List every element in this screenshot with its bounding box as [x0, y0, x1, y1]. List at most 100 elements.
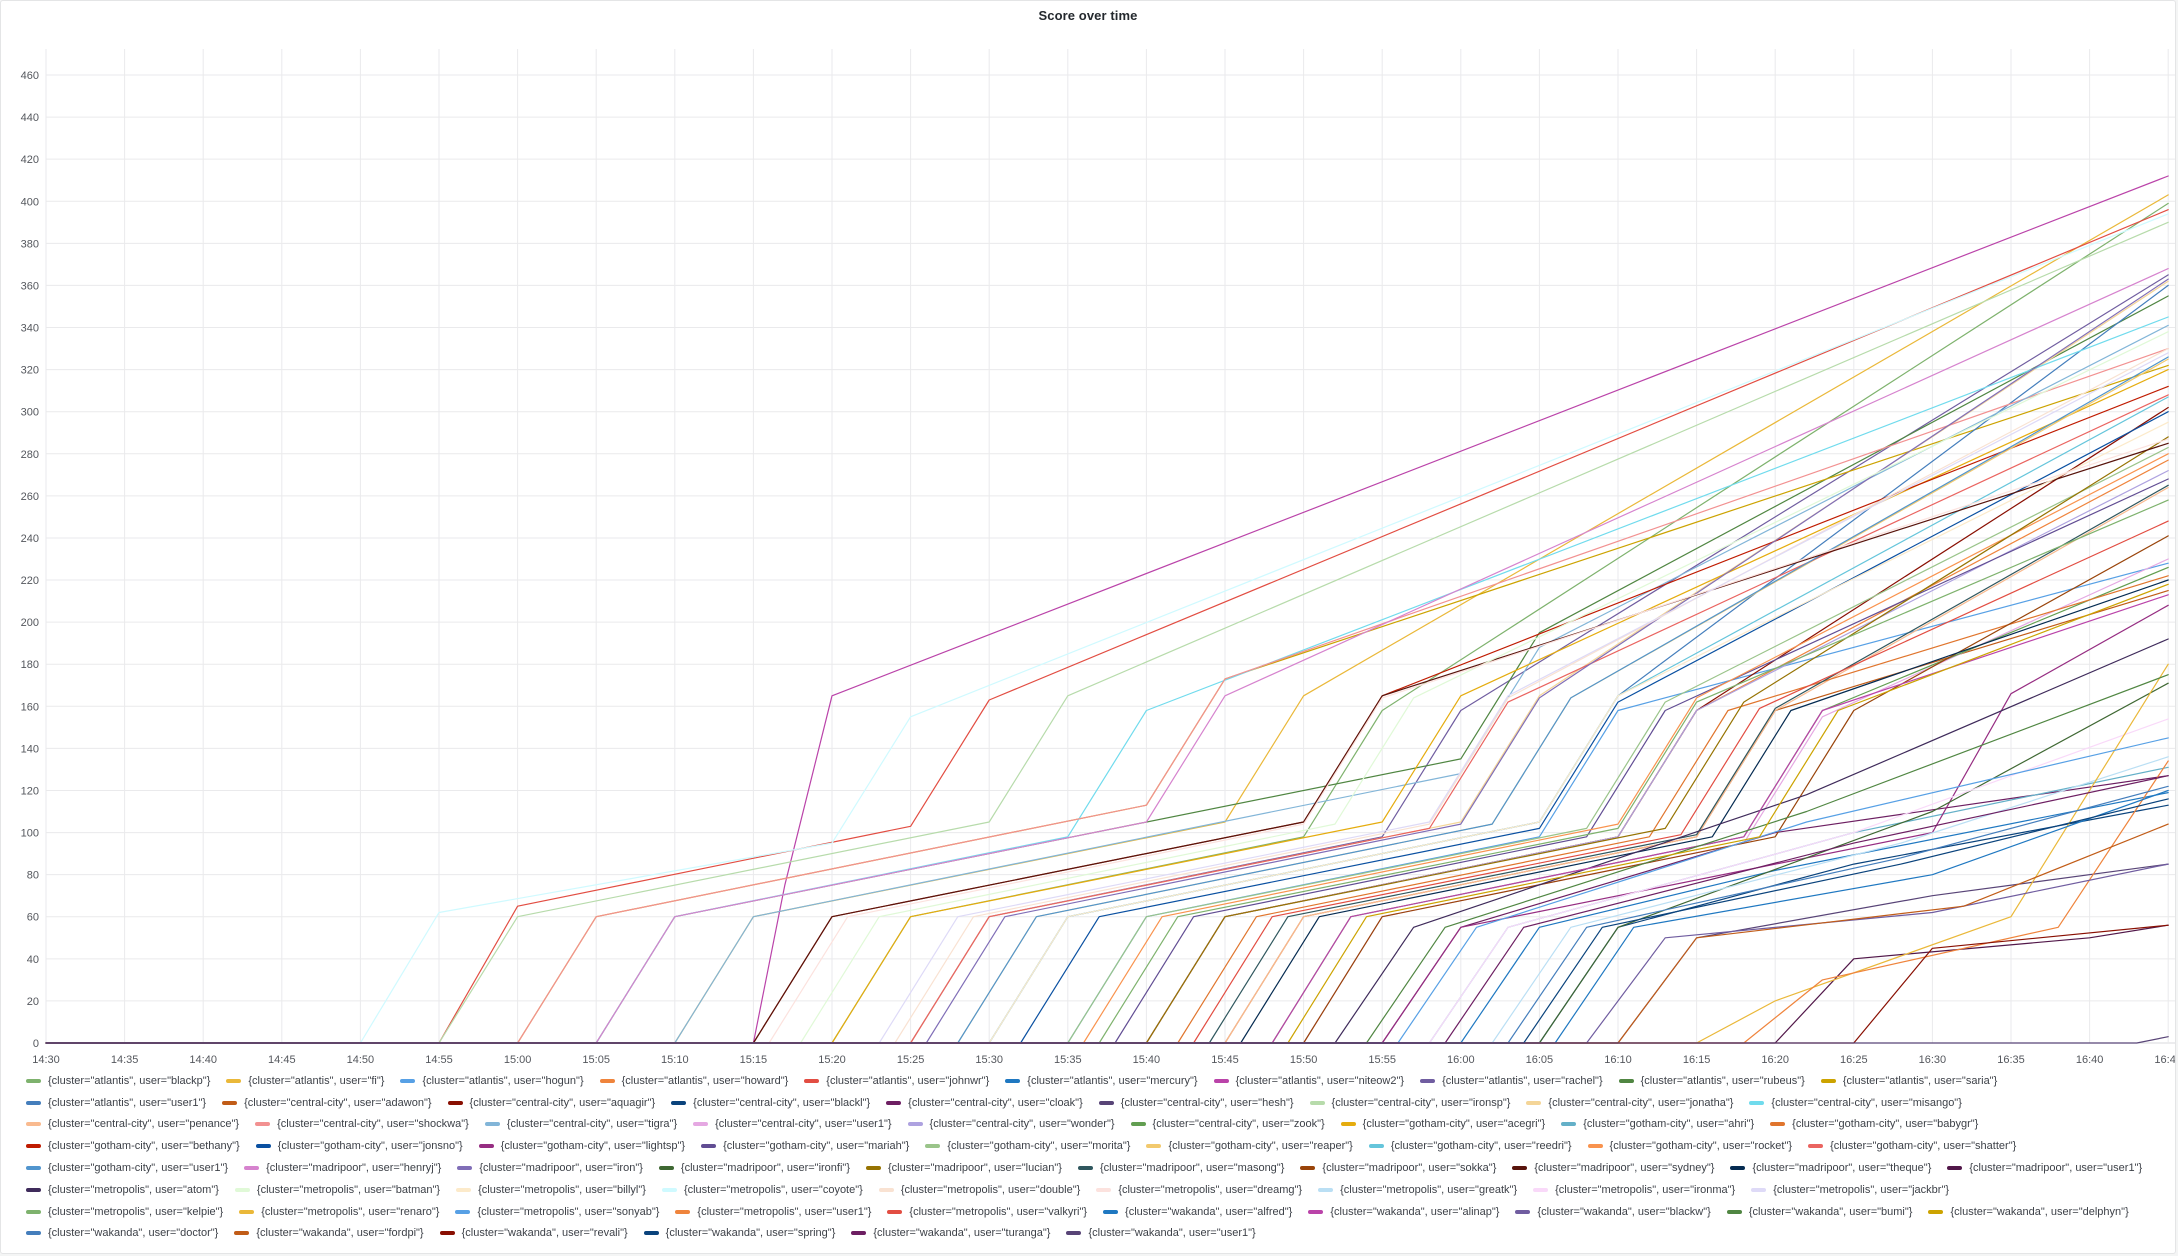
legend-swatch-icon: [804, 1078, 820, 1083]
legend-item-madripoor-henryj[interactable]: {cluster="madripoor", user="henryj"}: [244, 1157, 441, 1179]
legend-item-wakanda-user1[interactable]: {cluster="wakanda", user="user1"}: [1066, 1223, 1256, 1245]
legend-item-wakanda-doctor[interactable]: {cluster="wakanda", user="doctor"}: [26, 1223, 218, 1245]
legend-item-gotham-city-morita[interactable]: {cluster="gotham-city", user="morita"}: [925, 1135, 1130, 1157]
legend-label: {cluster="central-city", user="penance"}: [48, 1118, 240, 1131]
legend-item-madripoor-masong[interactable]: {cluster="madripoor", user="masong"}: [1078, 1157, 1284, 1179]
legend-item-central-city-cloak[interactable]: {cluster="central-city", user="cloak"}: [886, 1092, 1083, 1114]
legend-item-atlantis-mercury[interactable]: {cluster="atlantis", user="mercury"}: [1005, 1070, 1198, 1092]
series-line-gotham-city-morita: [45, 446, 2169, 1044]
legend-item-metropolis-double[interactable]: {cluster="metropolis", user="double"}: [878, 1179, 1080, 1201]
legend-item-gotham-city-lightsp[interactable]: {cluster="gotham-city", user="lightsp"}: [478, 1135, 685, 1157]
x-tick-label: 15:25: [897, 1054, 925, 1066]
legend-item-central-city-zook[interactable]: {cluster="central-city", user="zook"}: [1130, 1114, 1325, 1136]
legend-label: {cluster="central-city", user="aquagir"}: [469, 1096, 656, 1109]
legend-label: {cluster="central-city", user="hesh"}: [1120, 1096, 1294, 1109]
x-tick-label: 15:00: [504, 1054, 532, 1066]
legend-swatch-icon: [1308, 1209, 1324, 1214]
legend-swatch-icon: [851, 1231, 867, 1236]
legend-item-madripoor-sydney[interactable]: {cluster="madripoor", user="sydney"}: [1512, 1157, 1714, 1179]
legend-item-atlantis-user1[interactable]: {cluster="atlantis", user="user1"}: [26, 1092, 206, 1114]
legend-item-madripoor-sokka[interactable]: {cluster="madripoor", user="sokka"}: [1300, 1157, 1496, 1179]
legend-item-madripoor-lucian[interactable]: {cluster="madripoor", user="lucian"}: [866, 1157, 1062, 1179]
legend-item-gotham-city-shatter[interactable]: {cluster="gotham-city", user="shatter"}: [1808, 1135, 2016, 1157]
legend-item-wakanda-blackw[interactable]: {cluster="wakanda", user="blackw"}: [1515, 1201, 1711, 1223]
legend-label: {cluster="central-city", user="adawon"}: [244, 1096, 432, 1109]
series-line-metropolis-kelpie: [45, 499, 2169, 1044]
legend-item-gotham-city-reaper[interactable]: {cluster="gotham-city", user="reaper"}: [1146, 1135, 1353, 1157]
legend-item-gotham-city-ahri[interactable]: {cluster="gotham-city", user="ahri"}: [1561, 1114, 1754, 1136]
legend-item-metropolis-user1[interactable]: {cluster="metropolis", user="user1"}: [675, 1201, 871, 1223]
legend-item-central-city-blackl[interactable]: {cluster="central-city", user="blackl"}: [671, 1092, 870, 1114]
legend-item-atlantis-niteow2[interactable]: {cluster="atlantis", user="niteow2"}: [1213, 1070, 1404, 1092]
legend-item-metropolis-ironma[interactable]: {cluster="metropolis", user="ironma"}: [1533, 1179, 1735, 1201]
legend-item-metropolis-batman[interactable]: {cluster="metropolis", user="batman"}: [234, 1179, 441, 1201]
legend-item-central-city-misango[interactable]: {cluster="central-city", user="misango"}: [1749, 1092, 1962, 1114]
legend-item-central-city-tigra[interactable]: {cluster="central-city", user="tigra"}: [484, 1114, 677, 1136]
legend-label: {cluster="metropolis", user="batman"}: [256, 1183, 441, 1196]
legend-item-atlantis-rubeus[interactable]: {cluster="atlantis", user="rubeus"}: [1618, 1070, 1805, 1092]
x-tick-label: 15:45: [1211, 1054, 1239, 1066]
legend-swatch-icon: [255, 1122, 271, 1127]
panel-title[interactable]: Score over time: [1038, 8, 1138, 23]
legend-item-gotham-city-babygr[interactable]: {cluster="gotham-city", user="babygr"}: [1770, 1114, 1978, 1136]
legend-swatch-icon: [457, 1166, 473, 1171]
legend-item-madripoor-iron[interactable]: {cluster="madripoor", user="iron"}: [457, 1157, 643, 1179]
legend-item-madripoor-user1[interactable]: {cluster="madripoor", user="user1"}: [1947, 1157, 2142, 1179]
legend-item-atlantis-blackp[interactable]: {cluster="atlantis", user="blackp"}: [26, 1070, 210, 1092]
legend-item-gotham-city-user1[interactable]: {cluster="gotham-city", user="user1"}: [26, 1157, 228, 1179]
legend-item-atlantis-hogun[interactable]: {cluster="atlantis", user="hogun"}: [400, 1070, 584, 1092]
legend-item-wakanda-delphyn[interactable]: {cluster="wakanda", user="delphyn"}: [1928, 1201, 2129, 1223]
legend-item-central-city-penance[interactable]: {cluster="central-city", user="penance"}: [26, 1114, 239, 1136]
legend-item-wakanda-alinap[interactable]: {cluster="wakanda", user="alinap"}: [1308, 1201, 1499, 1223]
x-tick-label: 15:15: [740, 1054, 768, 1066]
legend-item-central-city-user1[interactable]: {cluster="central-city", user="user1"}: [693, 1114, 892, 1136]
legend-item-metropolis-dreamg[interactable]: {cluster="metropolis", user="dreamg"}: [1096, 1179, 1302, 1201]
legend-item-central-city-adawon[interactable]: {cluster="central-city", user="adawon"}: [222, 1092, 432, 1114]
series-line-wakanda-spring: [45, 798, 2169, 1044]
legend-item-atlantis-saria[interactable]: {cluster="atlantis", user="saria"}: [1820, 1070, 1997, 1092]
legend-item-gotham-city-reedri[interactable]: {cluster="gotham-city", user="reedri"}: [1368, 1135, 1572, 1157]
legend-label: {cluster="atlantis", user="rubeus"}: [1640, 1074, 1805, 1087]
y-tick-label: 180: [21, 659, 39, 671]
legend-item-gotham-city-acegri[interactable]: {cluster="gotham-city", user="acegri"}: [1340, 1114, 1545, 1136]
legend-label: {cluster="wakanda", user="user1"}: [1088, 1227, 1256, 1240]
legend-item-wakanda-alfred[interactable]: {cluster="wakanda", user="alfred"}: [1103, 1201, 1292, 1223]
legend-item-metropolis-greatk[interactable]: {cluster="metropolis", user="greatk"}: [1318, 1179, 1517, 1201]
x-tick-label: 16:00: [1447, 1054, 1475, 1066]
legend-item-central-city-hesh[interactable]: {cluster="central-city", user="hesh"}: [1098, 1092, 1294, 1114]
legend-item-wakanda-spring[interactable]: {cluster="wakanda", user="spring"}: [643, 1223, 835, 1245]
legend-item-central-city-ironsp[interactable]: {cluster="central-city", user="ironsp"}: [1309, 1092, 1510, 1114]
legend-label: {cluster="metropolis", user="ironma"}: [1555, 1183, 1736, 1196]
legend-item-gotham-city-rocket[interactable]: {cluster="gotham-city", user="rocket"}: [1587, 1135, 1792, 1157]
legend-item-metropolis-billyl[interactable]: {cluster="metropolis", user="billyl"}: [456, 1179, 646, 1201]
legend-item-wakanda-revali[interactable]: {cluster="wakanda", user="revali"}: [439, 1223, 628, 1245]
legend-item-atlantis-rachel[interactable]: {cluster="atlantis", user="rachel"}: [1420, 1070, 1603, 1092]
legend-item-metropolis-renaro[interactable]: {cluster="metropolis", user="renaro"}: [239, 1201, 439, 1223]
legend-item-wakanda-turanga[interactable]: {cluster="wakanda", user="turanga"}: [851, 1223, 1050, 1245]
legend-item-metropolis-atom[interactable]: {cluster="metropolis", user="atom"}: [26, 1179, 219, 1201]
legend-item-atlantis-howard[interactable]: {cluster="atlantis", user="howard"}: [599, 1070, 788, 1092]
legend-item-madripoor-theque[interactable]: {cluster="madripoor", user="theque"}: [1730, 1157, 1931, 1179]
legend-item-wakanda-fordpi[interactable]: {cluster="wakanda", user="fordpi"}: [234, 1223, 424, 1245]
series-line-gotham-city-jonsno: [45, 411, 2169, 1044]
legend-item-wakanda-bumi[interactable]: {cluster="wakanda", user="bumi"}: [1726, 1201, 1912, 1223]
legend-item-madripoor-ironfi[interactable]: {cluster="madripoor", user="ironfi"}: [658, 1157, 850, 1179]
x-tick-label: 16:10: [1604, 1054, 1632, 1066]
legend-item-gotham-city-bethany[interactable]: {cluster="gotham-city", user="bethany"}: [26, 1135, 240, 1157]
timeseries-plot[interactable]: 0 20 40 60 80 100 120 140 160 180 200 220 240 260 280 3…: [1, 1, 2176, 1069]
legend-item-central-city-shockwa[interactable]: {cluster="central-city", user="shockwa"}: [255, 1114, 469, 1136]
legend-item-gotham-city-jonsno[interactable]: {cluster="gotham-city", user="jonsno"}: [255, 1135, 463, 1157]
legend-item-metropolis-coyote[interactable]: {cluster="metropolis", user="coyote"}: [661, 1179, 863, 1201]
legend-item-metropolis-kelpie[interactable]: {cluster="metropolis", user="kelpie"}: [26, 1201, 223, 1223]
legend-item-atlantis-fi[interactable]: {cluster="atlantis", user="fi"}: [226, 1070, 384, 1092]
legend-item-gotham-city-mariah[interactable]: {cluster="gotham-city", user="mariah"}: [701, 1135, 909, 1157]
legend-item-central-city-aquagir[interactable]: {cluster="central-city", user="aquagir"}: [447, 1092, 656, 1114]
legend-item-central-city-wonder[interactable]: {cluster="central-city", user="wonder"}: [907, 1114, 1115, 1136]
legend-item-metropolis-sonyab[interactable]: {cluster="metropolis", user="sonyab"}: [455, 1201, 659, 1223]
legend-label: {cluster="wakanda", user="alinap"}: [1330, 1205, 1500, 1218]
legend-item-metropolis-valkyri[interactable]: {cluster="metropolis", user="valkyri"}: [887, 1201, 1087, 1223]
legend-item-central-city-jonatha[interactable]: {cluster="central-city", user="jonatha"}: [1526, 1092, 1733, 1114]
legend-item-metropolis-jackbr[interactable]: {cluster="metropolis", user="jackbr"}: [1751, 1179, 1949, 1201]
y-tick-label: 380: [21, 238, 39, 250]
legend-item-atlantis-johnwr[interactable]: {cluster="atlantis", user="johnwr"}: [804, 1070, 989, 1092]
